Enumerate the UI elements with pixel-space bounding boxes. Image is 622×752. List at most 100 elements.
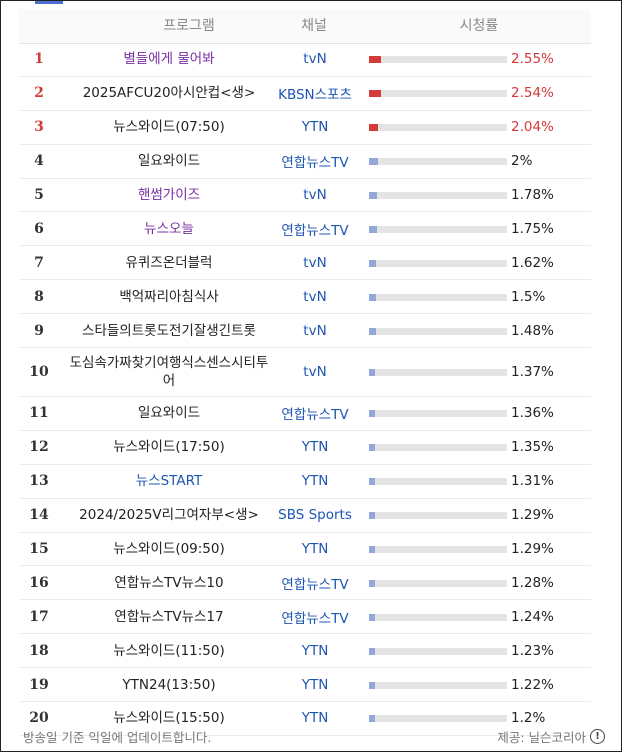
update-note: 방송일 기준 익일에 업데이트합니다.	[23, 730, 212, 745]
program-name: 유퀴즈온더블럭	[125, 254, 213, 271]
channel-name[interactable]: tvN	[303, 187, 327, 203]
header-program: 프로그램	[163, 18, 215, 34]
channel-name[interactable]: YTN	[301, 642, 329, 659]
program-name: 뉴스와이드(07:50)	[113, 119, 225, 136]
rank-number: 8	[34, 288, 44, 305]
rating-bar-fill	[369, 579, 375, 587]
channel-name[interactable]: tvN	[303, 254, 327, 271]
rating-bar-fill	[369, 225, 377, 233]
program-name: 연합뉴스TV뉴스10	[114, 574, 224, 591]
program-name: 백억짜리아침식사	[119, 288, 219, 305]
table-row: 3 뉴스와이드(07:50) YTN 2.04%	[19, 111, 591, 145]
channel-name[interactable]: YTN	[301, 119, 329, 136]
rating-bar	[369, 90, 507, 98]
rating-bar-fill	[369, 715, 375, 723]
rating-bar-fill	[369, 293, 376, 301]
rank-number: 6	[34, 220, 44, 237]
rank-number: 13	[29, 473, 49, 490]
rating-value: 1.36%	[511, 405, 554, 422]
channel-name[interactable]: 연합뉴스TV	[281, 576, 349, 593]
table-row: 12 뉴스와이드(17:50) YTN 1.35%	[19, 431, 591, 465]
channel-name[interactable]: KBSN스포츠	[278, 87, 352, 104]
rating-bar	[369, 259, 507, 267]
rating-bar	[369, 647, 507, 655]
table-row: 18 뉴스와이드(11:50) YTN 1.23%	[19, 634, 591, 669]
table-row: 1 별들에게 물어봐 tvN 2.55%	[19, 43, 591, 77]
program-name: 일요와이드	[137, 405, 201, 422]
table-row: 11 일요와이드 연합뉴스TV 1.36%	[19, 397, 591, 431]
program-name: 뉴스와이드(15:50)	[113, 710, 225, 727]
table-row: 15 뉴스와이드(09:50) YTN 1.29%	[19, 533, 591, 567]
rating-bar-fill	[369, 90, 381, 98]
rank-number: 5	[34, 187, 44, 203]
program-name: 2025AFCU20아시안컵<생>	[82, 85, 256, 102]
program-name: 일요와이드	[137, 153, 201, 170]
info-icon[interactable]: !	[590, 729, 605, 744]
rating-value: 1.2%	[511, 710, 546, 727]
channel-name[interactable]: YTN	[301, 473, 329, 490]
channel-name[interactable]: 연합뉴스TV	[281, 155, 349, 172]
table-row: 5 핸썸가이즈 tvN 1.78%	[19, 179, 591, 213]
program-name[interactable]: 뉴스START	[135, 473, 203, 490]
table-row: 8 백억짜리아침식사 tvN 1.5%	[19, 280, 591, 315]
rating-bar-fill	[369, 259, 376, 267]
rating-bar-fill	[369, 478, 375, 486]
rating-value: 1.29%	[511, 541, 554, 558]
channel-name[interactable]: YTN	[301, 541, 329, 558]
channel-name[interactable]: YTN	[301, 710, 329, 727]
channel-name[interactable]: tvN	[303, 51, 327, 68]
table-row: 9 스타들의트롯도전기잘생긴트롯 tvN 1.48%	[19, 314, 591, 349]
rank-number: 20	[29, 710, 49, 727]
channel-name[interactable]: YTN	[301, 676, 329, 693]
rank-number: 14	[29, 507, 49, 524]
rating-value: 1.37%	[511, 364, 554, 381]
rating-bar	[369, 225, 507, 233]
rank-number: 7	[34, 254, 44, 271]
channel-name[interactable]: tvN	[303, 322, 327, 339]
rank-number: 3	[34, 119, 44, 136]
channel-name[interactable]: YTN	[301, 439, 329, 456]
rank-number: 1	[34, 51, 44, 68]
rating-bar	[369, 56, 507, 64]
rating-bar-fill	[369, 158, 378, 166]
rating-bar	[369, 293, 507, 301]
table-row: 17 연합뉴스TV뉴스17 연합뉴스TV 1.24%	[19, 600, 591, 635]
ratings-table: 1 별들에게 물어봐 tvN 2.55% 2 2025AFCU20아시안컵<생> KBSN스…	[19, 43, 591, 736]
rating-bar	[369, 444, 507, 452]
rating-bar	[369, 478, 507, 486]
rating-bar-fill	[369, 647, 375, 655]
rating-value: 2.04%	[511, 119, 554, 136]
rank-number: 4	[34, 153, 44, 170]
rating-value: 1.23%	[511, 642, 554, 659]
channel-name[interactable]: tvN	[303, 364, 327, 381]
table-header: 프로그램 채널 시청률	[19, 9, 591, 44]
table-row: 14 2024/2025V리그여자부<생> SBS Sports 1.29%	[19, 499, 591, 533]
rank-number: 15	[29, 541, 49, 558]
channel-name[interactable]: 연합뉴스TV	[281, 610, 349, 627]
rating-value: 1.75%	[511, 220, 554, 237]
channel-name[interactable]: 연합뉴스TV	[281, 222, 349, 239]
program-name[interactable]: 핸썸가이즈	[137, 187, 201, 203]
program-name: 스타들의트롯도전기잘생긴트롯	[82, 322, 256, 339]
rating-bar	[369, 579, 507, 587]
rating-value: 1.78%	[511, 187, 554, 203]
program-name[interactable]: 별들에게 물어봐	[123, 51, 215, 68]
rank-number: 17	[29, 608, 49, 625]
program-name: 뉴스와이드(17:50)	[113, 439, 225, 456]
rating-bar	[369, 192, 507, 199]
program-name: YTN24(13:50)	[122, 676, 216, 693]
rating-value: 2.55%	[511, 51, 554, 68]
rating-bar-fill	[369, 546, 375, 554]
rating-value: 1.62%	[511, 254, 554, 271]
channel-name[interactable]: 연합뉴스TV	[281, 407, 349, 424]
channel-name[interactable]: SBS Sports	[278, 507, 352, 524]
rating-bar-fill	[369, 444, 375, 452]
rating-bar-fill	[369, 56, 381, 64]
program-name[interactable]: 뉴스오늘	[144, 220, 194, 237]
rating-bar-fill	[369, 512, 375, 520]
rank-number: 9	[34, 322, 44, 339]
channel-name[interactable]: tvN	[303, 288, 327, 305]
rating-bar	[369, 546, 507, 554]
table-footer: 방송일 기준 익일에 업데이트합니다. 제공: 닐슨코리아 !	[19, 723, 605, 747]
